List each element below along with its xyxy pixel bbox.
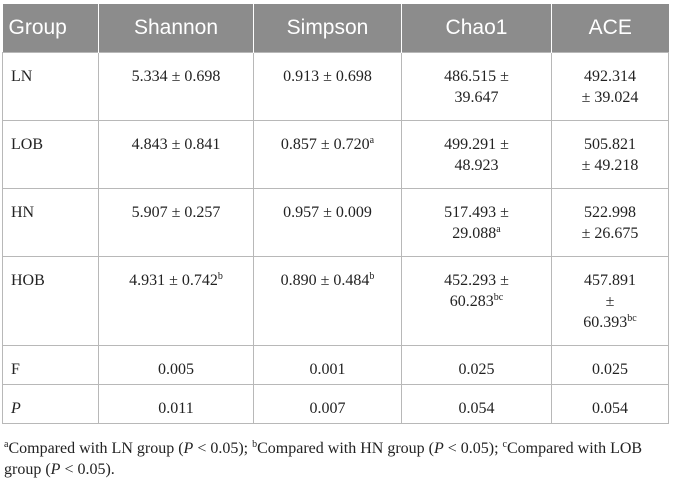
header-simpson: Simpson	[253, 4, 402, 53]
simpson-cell: 0.857 ± 0.720a	[253, 120, 402, 189]
table-footnote: aCompared with LN group (P < 0.05); bCom…	[4, 439, 643, 479]
table-row: P 0.011 0.007 0.054 0.054	[2, 384, 669, 424]
simpson-cell: 0.913 ± 0.698	[253, 52, 402, 121]
diversity-table: Group Shannon Simpson Chao1 ACE LN 5.334…	[2, 4, 669, 424]
group-cell: F	[2, 345, 99, 385]
simpson-cell: 0.001	[253, 345, 402, 385]
header-ace: ACE	[551, 4, 669, 53]
table-row: LOB 4.843 ± 0.841 0.857 ± 0.720a 499.291…	[2, 120, 669, 189]
header-shannon: Shannon	[98, 4, 254, 53]
table-row: HOB 4.931 ± 0.742b 0.890 ± 0.484b 452.29…	[2, 256, 669, 346]
shannon-cell: 5.334 ± 0.698	[98, 52, 254, 121]
table-row: LN 5.334 ± 0.698 0.913 ± 0.698 486.515 ±…	[2, 52, 669, 121]
simpson-cell: 0.007	[253, 384, 402, 424]
shannon-cell: 4.843 ± 0.841	[98, 120, 254, 189]
ace-cell: 457.891 ±60.393bc	[551, 256, 669, 346]
group-cell: LN	[2, 52, 99, 121]
group-cell: HOB	[2, 256, 99, 346]
header-row: Group Shannon Simpson Chao1 ACE	[2, 4, 669, 53]
ace-cell: 505.821 ± 49.218	[551, 120, 669, 189]
chao1-cell: 517.493 ±29.088a	[401, 188, 552, 257]
chao1-cell: 452.293 ±60.283bc	[401, 256, 552, 346]
table-row: F 0.005 0.001 0.025 0.025	[2, 345, 669, 385]
header-chao1: Chao1	[401, 4, 552, 53]
ace-cell: 522.998 ± 26.675	[551, 188, 669, 257]
shannon-cell: 4.931 ± 0.742b	[98, 256, 254, 346]
table-row: HN 5.907 ± 0.257 0.957 ± 0.009 517.493 ±…	[2, 188, 669, 257]
chao1-cell: 499.291 ±48.923	[401, 120, 552, 189]
group-cell: LOB	[2, 120, 99, 189]
chao1-cell: 0.025	[401, 345, 552, 385]
ace-cell: 0.054	[551, 384, 669, 424]
ace-cell: 492.314 ± 39.024	[551, 52, 669, 121]
simpson-cell: 0.890 ± 0.484b	[253, 256, 402, 346]
ace-cell: 0.025	[551, 345, 669, 385]
group-cell: HN	[2, 188, 99, 257]
chao1-cell: 486.515 ±39.647	[401, 52, 552, 121]
shannon-cell: 0.005	[98, 345, 254, 385]
simpson-cell: 0.957 ± 0.009	[253, 188, 402, 257]
header-group: Group	[2, 4, 99, 53]
chao1-cell: 0.054	[401, 384, 552, 424]
shannon-cell: 0.011	[98, 384, 254, 424]
shannon-cell: 5.907 ± 0.257	[98, 188, 254, 257]
group-cell: P	[2, 384, 99, 424]
